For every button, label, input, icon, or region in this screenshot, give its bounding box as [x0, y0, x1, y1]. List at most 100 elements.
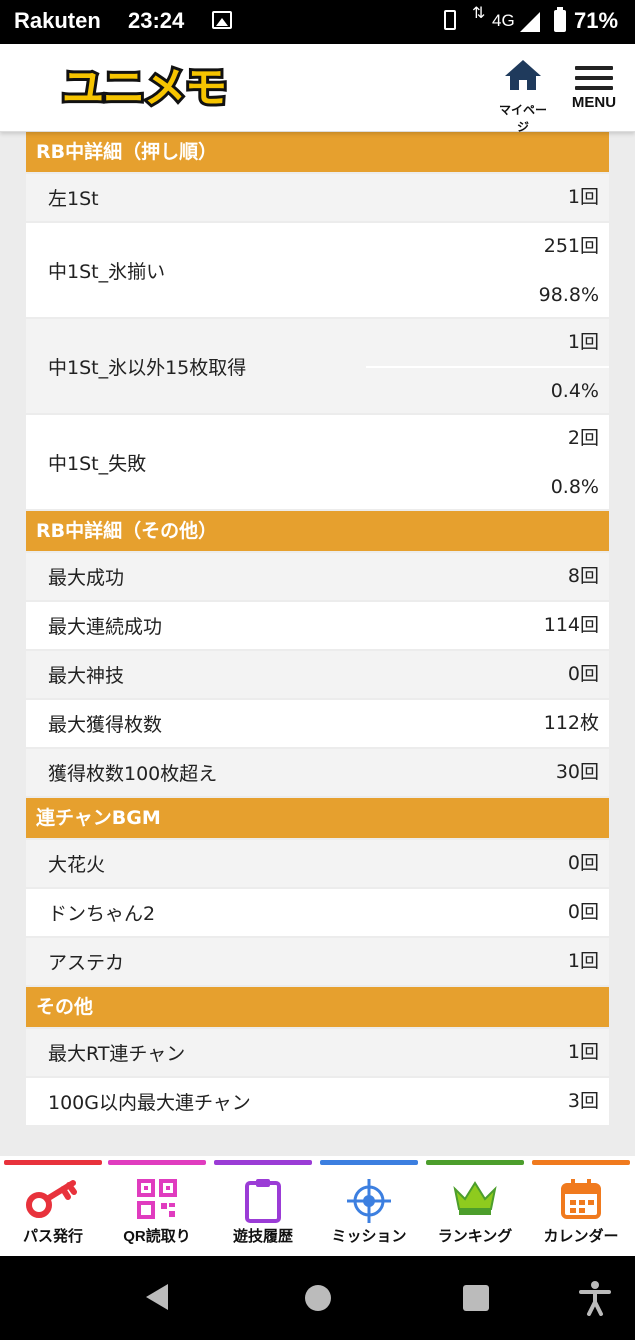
table-row: 最大成功 8回 — [26, 553, 609, 600]
carrier-name: Rakuten — [14, 8, 101, 33]
clipboard-icon — [245, 1179, 281, 1223]
row-value: 1回 — [567, 186, 599, 208]
nav-ranking[interactable]: ランキング — [426, 1156, 524, 1256]
table-row: 最大連続成功 114回 — [26, 602, 609, 649]
data-arrows-icon: ⇅ — [472, 5, 486, 22]
photo-icon — [212, 11, 232, 29]
table-row: 最大神技 0回 — [26, 651, 609, 698]
qr-code-icon — [137, 1179, 177, 1219]
row-label: 左1St — [48, 188, 99, 210]
row-value-percent: 0.8% — [366, 462, 609, 509]
row-label: 大花火 — [48, 854, 106, 876]
table-row: 大花火 0回 — [26, 840, 609, 887]
main-content[interactable]: RB中詳細（押し順） 左1St 1回 中1St_氷揃い 251回 98.8% 中… — [0, 132, 635, 1156]
row-value: 114回 — [543, 614, 599, 636]
table-row: 中1St_氷以外15枚取得 1回 0.4% — [26, 319, 609, 413]
clock: 23:24 — [128, 8, 185, 33]
nav-qr-read[interactable]: QR読取り — [108, 1156, 206, 1256]
nav-color-bar — [108, 1160, 206, 1165]
hamburger-icon — [566, 66, 622, 90]
row-value: 0回 — [567, 852, 599, 874]
row-value: 1回 — [567, 950, 599, 972]
row-label: 中1St_失敗 — [48, 452, 147, 475]
unimemo-logo[interactable]: ユニメモ — [34, 58, 254, 114]
section-header: 連チャンBGM — [26, 798, 609, 838]
section-header: RB中詳細（押し順） — [26, 132, 609, 172]
home-icon — [505, 60, 541, 90]
nav-color-bar — [214, 1160, 312, 1165]
row-label: 最大獲得枚数 — [48, 714, 163, 736]
row-label: 最大成功 — [48, 567, 125, 589]
table-row: 最大獲得枚数 112枚 — [26, 700, 609, 747]
nav-play-history[interactable]: 遊技履歴 — [214, 1156, 312, 1256]
home-circle-icon[interactable] — [305, 1285, 331, 1311]
nav-label: カレンダー — [543, 1228, 619, 1245]
row-value-count: 1回 — [567, 331, 599, 353]
recent-apps-icon[interactable] — [463, 1285, 489, 1311]
table-row: 獲得枚数100枚超え 30回 — [26, 749, 609, 796]
site-header: ユニメモ マイページ MENU — [0, 44, 635, 135]
nav-label: ミッション — [331, 1228, 407, 1245]
nav-mission[interactable]: ミッション — [320, 1156, 418, 1256]
signal-icon — [520, 12, 540, 32]
vibrate-icon — [444, 10, 456, 30]
row-value: 8回 — [567, 565, 599, 587]
crown-icon — [453, 1181, 497, 1215]
nav-label: ランキング — [437, 1228, 513, 1245]
table-row: ドンちゃん2 0回 — [26, 889, 609, 936]
menu-button[interactable]: MENU — [566, 58, 622, 111]
table-row: 左1St 1回 — [26, 174, 609, 221]
section-header: その他 — [26, 987, 609, 1027]
nav-pass-issue[interactable]: パス発行 — [4, 1156, 102, 1256]
section-header: RB中詳細（その他） — [26, 511, 609, 551]
nav-color-bar — [532, 1160, 630, 1165]
table-row: 中1St_失敗 2回 0.8% — [26, 415, 609, 509]
table-row: 最大RT連チャン 1回 — [26, 1029, 609, 1076]
calendar-icon — [561, 1179, 601, 1219]
row-label: 最大RT連チャン — [48, 1043, 186, 1065]
row-label: 中1St_氷以外15枚取得 — [48, 356, 247, 379]
stats-panel: RB中詳細（押し順） 左1St 1回 中1St_氷揃い 251回 98.8% 中… — [26, 132, 609, 1127]
row-label: アステカ — [48, 952, 125, 974]
row-value-percent: 98.8% — [366, 270, 609, 317]
menu-label: MENU — [571, 94, 617, 111]
logo-text: ユニメモ — [62, 63, 226, 112]
nav-color-bar — [320, 1160, 418, 1165]
row-value-count: 2回 — [567, 427, 599, 449]
nav-color-bar — [4, 1160, 102, 1165]
row-label: 100G以内最大連チャン — [48, 1092, 251, 1114]
nav-calendar[interactable]: カレンダー — [532, 1156, 630, 1256]
back-icon[interactable] — [146, 1284, 168, 1310]
row-value: 0回 — [567, 901, 599, 923]
network-type: 4G — [492, 11, 515, 30]
nav-label: QR読取り — [123, 1228, 191, 1245]
row-label: 中1St_氷揃い — [48, 260, 166, 283]
system-nav-bar — [0, 1256, 635, 1340]
row-value-percent: 0.4% — [366, 366, 609, 413]
row-value: 0回 — [567, 663, 599, 685]
nav-label: 遊技履歴 — [232, 1228, 293, 1245]
accessibility-icon[interactable] — [578, 1280, 612, 1316]
table-row: 中1St_氷揃い 251回 98.8% — [26, 223, 609, 317]
row-value-count: 251回 — [543, 235, 599, 257]
row-value: 3回 — [567, 1090, 599, 1112]
table-row: 100G以内最大連チャン 3回 — [26, 1078, 609, 1125]
row-value: 112枚 — [543, 712, 599, 734]
row-label: 最大神技 — [48, 665, 125, 687]
battery-percent: 71% — [574, 8, 619, 33]
nav-label: パス発行 — [22, 1228, 83, 1245]
table-row: アステカ 1回 — [26, 938, 609, 985]
status-bar: Rakuten 23:24 ⇅ 4G 71% — [0, 0, 635, 44]
nav-color-bar — [426, 1160, 524, 1165]
mypage-button[interactable]: マイページ — [494, 58, 552, 135]
row-label: ドンちゃん2 — [48, 903, 156, 925]
battery-icon — [554, 7, 566, 32]
mypage-label: マイページ — [498, 103, 547, 134]
row-value: 30回 — [555, 761, 599, 783]
row-label: 獲得枚数100枚超え — [48, 763, 218, 785]
key-icon — [26, 1180, 77, 1218]
bottom-nav: パス発行 QR読取り 遊技履歴 — [0, 1156, 635, 1256]
target-icon — [347, 1179, 391, 1223]
row-label: 最大連続成功 — [48, 616, 163, 638]
row-value: 1回 — [567, 1041, 599, 1063]
